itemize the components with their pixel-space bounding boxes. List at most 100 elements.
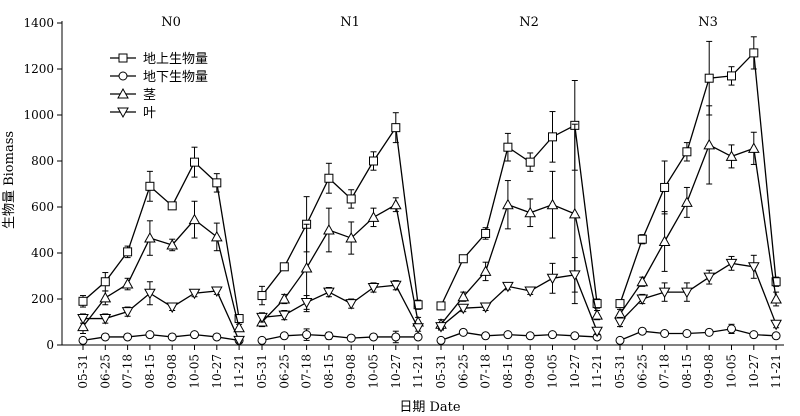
point-square-marker <box>592 299 602 309</box>
point-triangle-up-marker <box>323 223 335 235</box>
point-square-marker <box>637 234 647 244</box>
point-circle-marker <box>167 332 177 342</box>
point-triangle-up-marker <box>144 232 156 243</box>
x-tick-label: 10-05 <box>546 354 560 389</box>
point-triangle-up-marker <box>591 309 603 320</box>
panel-N3 <box>614 36 782 345</box>
point-circle-marker <box>682 329 692 338</box>
point-circle-marker <box>458 327 468 337</box>
point-circle-marker <box>615 335 625 345</box>
point-circle-marker <box>279 331 289 341</box>
point-triangle-up-marker <box>117 87 129 99</box>
point-square-marker <box>771 277 781 287</box>
point-triangle-up-marker <box>614 307 626 319</box>
point-square-marker <box>436 301 446 311</box>
point-square-marker <box>413 300 423 310</box>
x-tick-label: 05-31 <box>434 354 448 389</box>
point-triangle-up-marker <box>636 275 649 287</box>
series-2 <box>78 330 244 345</box>
point-square-marker <box>749 48 759 58</box>
x-tick-label: 08-15 <box>501 354 515 389</box>
point-square-marker <box>279 262 289 272</box>
y-tick-label: 0 <box>46 338 54 352</box>
legend-label: 叶 <box>143 106 156 121</box>
point-square-marker <box>212 178 222 188</box>
point-circle-marker <box>570 331 580 341</box>
x-axis-title: 日期 Date <box>399 400 461 415</box>
point-square-marker <box>167 201 177 211</box>
point-triangle-up-marker <box>300 261 313 273</box>
series-3 <box>614 105 782 320</box>
point-triangle-up-marker <box>99 291 112 303</box>
axes: 0 200 400 600 800 1000 1200 1400 N0 05-31 06-25 07-… <box>23 15 784 389</box>
x-tick-label: 09-08 <box>344 354 358 389</box>
point-circle-marker <box>436 335 446 345</box>
point-triangle-down-marker <box>389 280 402 292</box>
legend-entry: 地上生物量 <box>110 52 208 67</box>
x-tick-label: 10-27 <box>210 354 224 389</box>
point-triangle-down-marker <box>747 262 760 273</box>
point-triangle-down-marker <box>703 272 716 284</box>
y-tick-label: 200 <box>31 292 54 306</box>
point-triangle-down-marker <box>300 297 313 309</box>
point-square-marker <box>704 73 714 83</box>
point-triangle-down-marker <box>345 299 358 310</box>
point-triangle-up-marker <box>479 265 492 276</box>
panel-label: N0 <box>161 15 181 30</box>
point-circle-marker <box>660 329 670 338</box>
point-triangle-down-marker <box>166 302 179 314</box>
x-tick-label: 07-18 <box>121 354 135 389</box>
point-triangle-up-marker <box>703 138 716 150</box>
x-tick-label: 09-08 <box>165 354 179 389</box>
x-tick-label: 06-25 <box>456 354 470 389</box>
point-triangle-up-marker <box>546 198 559 210</box>
point-triangle-up-marker <box>121 278 134 289</box>
point-square-marker <box>458 254 468 264</box>
point-circle-marker <box>771 331 781 341</box>
point-triangle-down-marker <box>99 314 112 325</box>
series-1 <box>436 80 602 311</box>
point-triangle-down-marker <box>144 288 156 300</box>
x-tick-label: 09-08 <box>702 354 716 389</box>
y-tick-label: 400 <box>31 246 54 260</box>
point-triangle-up-marker <box>524 206 537 218</box>
legend-entry: 地下生物量 <box>110 70 208 85</box>
point-square-marker <box>727 71 736 81</box>
point-circle-marker <box>749 330 759 340</box>
legend-entry: 叶 <box>110 106 156 121</box>
point-circle-marker <box>481 331 491 341</box>
legend-entry: 茎 <box>110 87 156 103</box>
series-4 <box>256 280 424 334</box>
series-line <box>261 125 419 305</box>
point-circle-marker <box>704 327 714 337</box>
series-line <box>82 218 240 328</box>
series-line <box>619 262 777 325</box>
point-square-marker <box>78 296 88 306</box>
point-triangle-up-marker <box>188 213 201 225</box>
x-tick-label: 10-05 <box>725 354 739 389</box>
point-square-marker <box>391 123 401 133</box>
point-triangle-down-marker <box>435 322 447 333</box>
point-triangle-up-marker <box>278 292 291 304</box>
series-3 <box>77 200 245 334</box>
panel-label: N3 <box>698 15 718 30</box>
point-square-marker <box>481 228 491 238</box>
panel-N1 <box>256 112 424 345</box>
x-tick-label: 10-27 <box>389 354 403 389</box>
panel-N2 <box>435 80 603 345</box>
point-circle-marker <box>525 331 535 341</box>
series-2 <box>615 323 781 345</box>
x-tick-label: 10-27 <box>568 354 582 389</box>
x-tick-label: 05-31 <box>255 354 269 389</box>
point-square-marker <box>682 147 692 157</box>
series-4 <box>614 254 782 331</box>
point-circle-marker <box>413 332 423 342</box>
point-square-marker <box>145 181 155 191</box>
point-circle-marker <box>727 324 736 334</box>
point-triangle-down-marker <box>256 312 268 324</box>
y-tick-label: 1400 <box>23 16 54 30</box>
point-triangle-down-marker <box>770 319 782 331</box>
point-triangle-down-marker <box>117 107 129 119</box>
point-triangle-down-marker <box>681 287 693 299</box>
